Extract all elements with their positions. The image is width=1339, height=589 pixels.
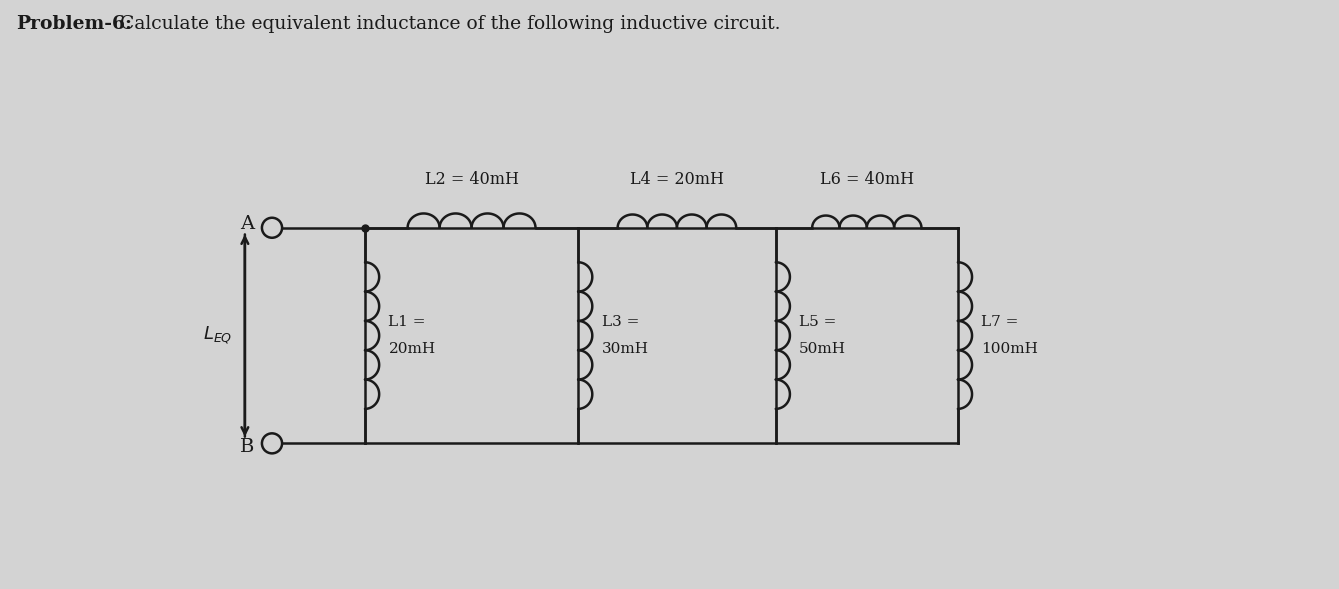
Text: L1 =: L1 = (388, 315, 426, 329)
Text: Calculate the equivalent inductance of the following inductive circuit.: Calculate the equivalent inductance of t… (114, 15, 781, 33)
Text: 30mH: 30mH (601, 342, 648, 356)
Text: Problem-6:: Problem-6: (16, 15, 133, 33)
Text: L4 = 20mH: L4 = 20mH (629, 171, 724, 188)
Text: L5 =: L5 = (799, 315, 837, 329)
Text: L7 =: L7 = (981, 315, 1019, 329)
Text: L3 =: L3 = (601, 315, 639, 329)
Text: 20mH: 20mH (388, 342, 435, 356)
Text: 100mH: 100mH (981, 342, 1038, 356)
Text: 50mH: 50mH (799, 342, 846, 356)
Text: A: A (240, 215, 254, 233)
Text: B: B (240, 438, 254, 456)
Text: L6 = 40mH: L6 = 40mH (819, 171, 915, 188)
Text: $L_{EQ}$: $L_{EQ}$ (204, 325, 233, 346)
Text: L2 = 40mH: L2 = 40mH (424, 171, 518, 188)
